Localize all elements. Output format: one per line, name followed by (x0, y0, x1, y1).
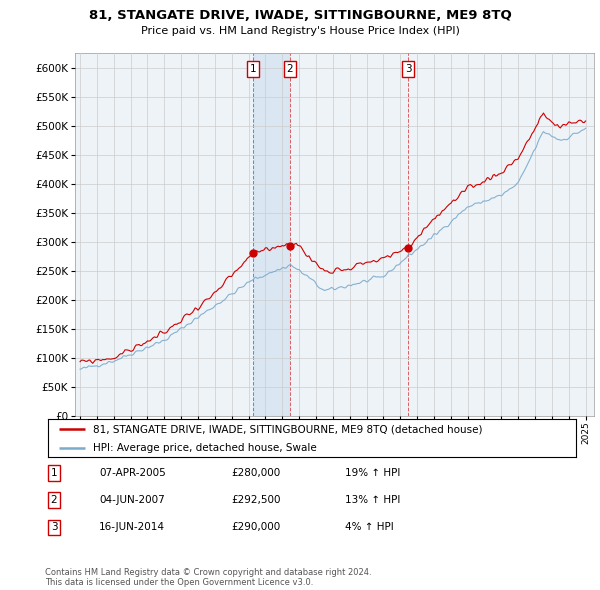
Text: 3: 3 (404, 64, 411, 74)
Text: HPI: Average price, detached house, Swale: HPI: Average price, detached house, Swal… (93, 442, 317, 453)
Text: Contains HM Land Registry data © Crown copyright and database right 2024.
This d: Contains HM Land Registry data © Crown c… (45, 568, 371, 587)
Text: 19% ↑ HPI: 19% ↑ HPI (345, 468, 400, 478)
Text: 81, STANGATE DRIVE, IWADE, SITTINGBOURNE, ME9 8TQ (detached house): 81, STANGATE DRIVE, IWADE, SITTINGBOURNE… (93, 424, 482, 434)
Text: 4% ↑ HPI: 4% ↑ HPI (345, 523, 394, 532)
Text: 07-APR-2005: 07-APR-2005 (99, 468, 166, 478)
Text: 04-JUN-2007: 04-JUN-2007 (99, 496, 165, 505)
Text: Price paid vs. HM Land Registry's House Price Index (HPI): Price paid vs. HM Land Registry's House … (140, 26, 460, 36)
Text: £290,000: £290,000 (231, 523, 280, 532)
Text: 13% ↑ HPI: 13% ↑ HPI (345, 496, 400, 505)
Text: 2: 2 (287, 64, 293, 74)
Text: 81, STANGATE DRIVE, IWADE, SITTINGBOURNE, ME9 8TQ: 81, STANGATE DRIVE, IWADE, SITTINGBOURNE… (89, 9, 511, 22)
Text: 3: 3 (50, 523, 58, 532)
Text: 1: 1 (250, 64, 256, 74)
Text: 16-JUN-2014: 16-JUN-2014 (99, 523, 165, 532)
Text: 1: 1 (50, 468, 58, 478)
Text: £292,500: £292,500 (231, 496, 281, 505)
Text: £280,000: £280,000 (231, 468, 280, 478)
Text: 2: 2 (50, 496, 58, 505)
